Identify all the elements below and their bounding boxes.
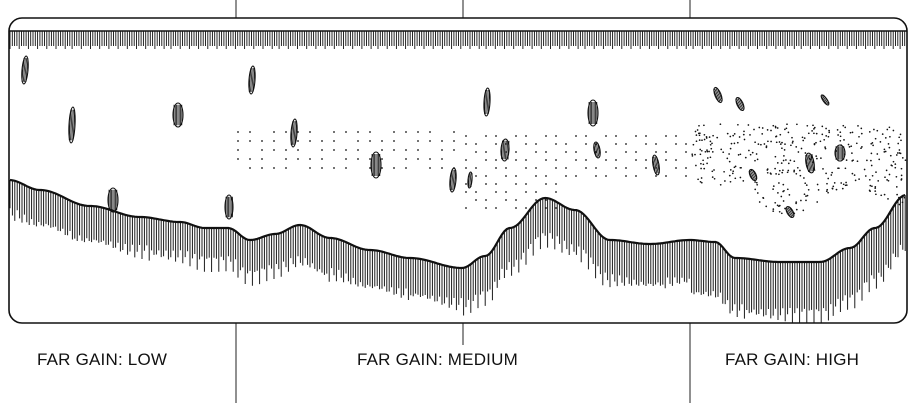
echogram-screen-frame — [8, 17, 908, 324]
fish-echo-mark — [652, 154, 660, 176]
fish-echo-mark — [593, 141, 601, 159]
fish-echo-mark — [172, 102, 184, 128]
fish-echo-mark — [834, 144, 846, 162]
caption-far-gain-medium: FAR GAIN: MEDIUM — [357, 350, 518, 369]
fish-echo-mark — [500, 138, 510, 162]
fish-echo-mark — [587, 99, 599, 127]
fish-echo-mark — [805, 152, 816, 174]
fish-echo-mark — [370, 151, 382, 179]
caption-far-gain-low: FAR GAIN: LOW — [37, 350, 168, 369]
zero-line-band — [9, 30, 907, 49]
fish-echo-mark — [785, 206, 795, 218]
fish-echo-mark — [713, 86, 723, 104]
fish-echo-mark — [248, 65, 256, 95]
fish-echo-mark — [467, 171, 473, 189]
fish-echo-mark — [748, 168, 758, 182]
fish-echo-mark — [224, 194, 234, 220]
fish-echo-mark — [483, 87, 491, 117]
fish-echo-mark — [290, 118, 298, 148]
fish-echo-mark — [735, 96, 745, 112]
fish-echo-mark — [820, 94, 830, 106]
fish-echo-mark — [449, 167, 457, 193]
caption-far-gain-high: FAR GAIN: HIGH — [725, 350, 860, 369]
seabed-echo — [9, 178, 906, 323]
noise-speckle — [237, 123, 907, 215]
